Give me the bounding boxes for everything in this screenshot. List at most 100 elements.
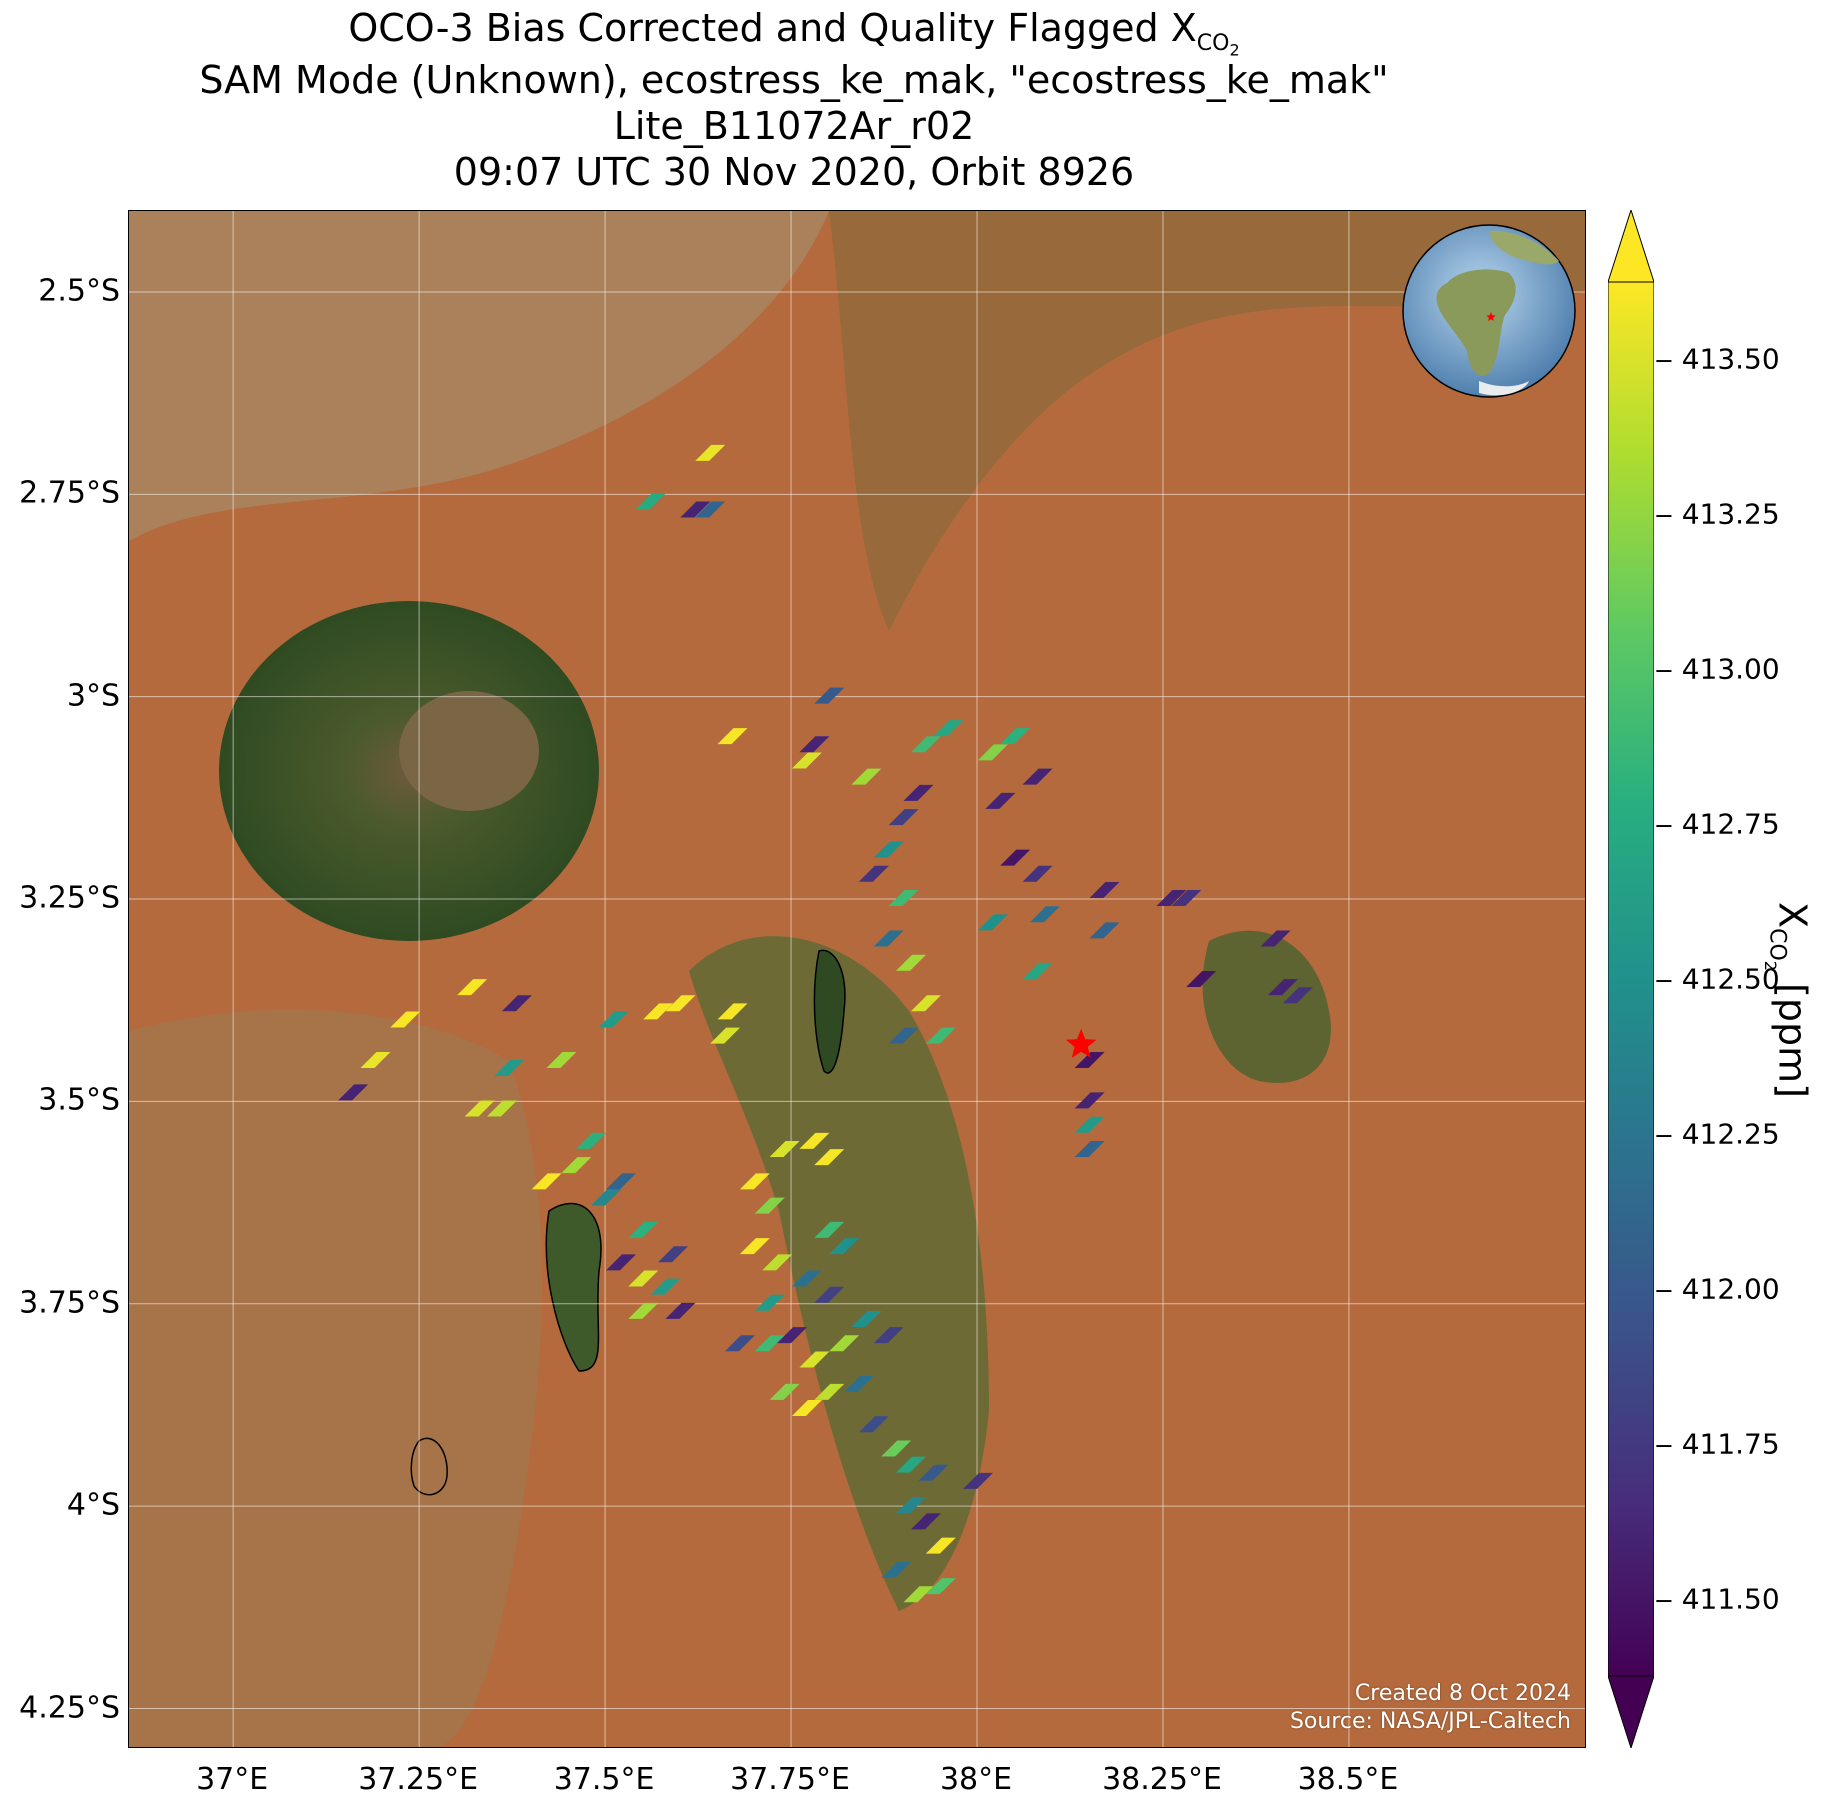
sounding-34 xyxy=(1260,930,1291,947)
sounding-49 xyxy=(464,1100,495,1117)
sounding-10 xyxy=(933,720,964,737)
sounding-40 xyxy=(1074,1116,1105,1133)
colorbar-tick-label: ‒ 411.75 xyxy=(1655,1427,1780,1461)
sounding-76 xyxy=(829,1238,860,1255)
sounding-88 xyxy=(791,1400,822,1417)
sounding-85 xyxy=(851,1310,882,1327)
sounding-47 xyxy=(494,1060,525,1077)
sounding-80 xyxy=(724,1335,755,1352)
xco2-soundings xyxy=(338,444,1313,1603)
chart-title: OCO-3 Bias Corrected and Quality Flagged… xyxy=(348,6,1240,59)
sounding-89 xyxy=(814,1383,845,1400)
colorbar-tick-label: ‒ 411.50 xyxy=(1655,1582,1780,1616)
sounding-8 xyxy=(851,768,882,785)
sounding-35 xyxy=(1186,971,1217,987)
sounding-66 xyxy=(658,1246,689,1263)
y-tick-label: 2.75°S xyxy=(19,475,120,511)
map-panel[interactable]: Created 8 Oct 2024 Source: NASA/JPL-Calt… xyxy=(128,210,1586,1748)
sounding-92 xyxy=(881,1440,912,1457)
lake-jipe xyxy=(545,1202,602,1372)
globe-africa xyxy=(1436,269,1516,376)
sounding-32 xyxy=(1156,890,1187,907)
sounding-53 xyxy=(665,995,696,1012)
sounding-70 xyxy=(769,1140,800,1157)
sounding-65 xyxy=(628,1302,659,1319)
sounding-98 xyxy=(925,1537,956,1554)
x-tick-label: 38.5°E xyxy=(1297,1762,1399,1797)
globe-eurasia xyxy=(1489,230,1559,265)
sounding-24 xyxy=(1022,768,1053,785)
sounding-55 xyxy=(710,1027,741,1044)
sounding-68 xyxy=(739,1173,770,1190)
sounding-43 xyxy=(360,1051,391,1068)
taita-hills xyxy=(1202,930,1331,1083)
sounding-79 xyxy=(754,1294,785,1311)
sounding-57 xyxy=(561,1157,592,1174)
colorbar-tick-label: ‒ 413.25 xyxy=(1655,497,1780,531)
western-plain xyxy=(129,1009,543,1747)
chart-subtitle-product: Lite_B11072Ar_r02 xyxy=(613,104,975,148)
sounding-4 xyxy=(814,687,845,704)
chart-subtitle-mode: SAM Mode (Unknown), ecostress_ke_mak, "e… xyxy=(199,58,1389,102)
sounding-63 xyxy=(628,1270,659,1287)
sounding-18 xyxy=(910,995,941,1012)
sounding-17 xyxy=(896,954,927,971)
x-tick-label: 37.5°E xyxy=(553,1762,655,1797)
credit-source: Source: NASA/JPL-Caltech xyxy=(1289,1709,1571,1734)
sounding-69 xyxy=(754,1197,785,1214)
sounding-61 xyxy=(628,1221,659,1238)
kilimanjaro-summit xyxy=(399,691,539,811)
y-tick-label: 4.25°S xyxy=(19,1690,120,1726)
lake-chala-outline xyxy=(410,1437,448,1496)
sounding-78 xyxy=(814,1286,845,1303)
sounding-54 xyxy=(717,1003,748,1020)
sounding-97 xyxy=(910,1513,941,1530)
sounding-100 xyxy=(903,1586,934,1603)
pare-forest xyxy=(689,936,989,1611)
sounding-21 xyxy=(977,744,1008,761)
sounding-28 xyxy=(1029,906,1060,923)
sounding-60 xyxy=(605,1173,636,1190)
sounding-64 xyxy=(650,1278,681,1295)
sounding-11 xyxy=(903,784,934,801)
map-gridlines xyxy=(129,211,1585,1747)
sounding-48 xyxy=(546,1051,577,1068)
colorbar-extend-min xyxy=(1608,1675,1654,1748)
sounding-20 xyxy=(925,1027,956,1044)
sounding-52 xyxy=(643,1003,674,1020)
sounding-37 xyxy=(1282,987,1313,1004)
colorbar-tick-label: ‒ 412.00 xyxy=(1655,1272,1780,1306)
colorbar-tick-label: ‒ 413.00 xyxy=(1655,652,1780,686)
sounding-74 xyxy=(762,1254,793,1271)
sounding-87 xyxy=(769,1383,800,1400)
colorbar xyxy=(1608,210,1654,1748)
x-tick-label: 38°E xyxy=(939,1762,1013,1797)
sounding-96 xyxy=(896,1497,927,1514)
chart-subtitle-time: 09:07 UTC 30 Nov 2020, Orbit 8926 xyxy=(453,150,1135,194)
sounding-25 xyxy=(1000,849,1031,866)
sounding-44 xyxy=(338,1084,369,1101)
sounding-75 xyxy=(814,1221,845,1238)
sounding-7 xyxy=(799,736,830,753)
globe-location-star xyxy=(1486,312,1496,321)
sounding-46 xyxy=(501,995,532,1012)
sounding-82 xyxy=(777,1327,808,1344)
sounding-86 xyxy=(873,1327,904,1344)
credit-created: Created 8 Oct 2024 xyxy=(1354,1681,1571,1706)
sounding-30 xyxy=(1089,881,1120,898)
sounding-27 xyxy=(977,914,1008,931)
target-marker xyxy=(1065,1028,1097,1058)
globe-antarctica xyxy=(1479,381,1529,396)
sounding-42 xyxy=(390,1011,421,1028)
sounding-0 xyxy=(695,444,726,461)
map-canvas[interactable] xyxy=(129,211,1586,1748)
x-tick-label: 37.75°E xyxy=(730,1762,850,1797)
bare-plain xyxy=(129,211,829,541)
sounding-67 xyxy=(665,1302,696,1319)
reservoir-outline xyxy=(813,949,846,1074)
sounding-56 xyxy=(531,1173,562,1190)
sounding-84 xyxy=(829,1335,860,1352)
sounding-101 xyxy=(881,1561,912,1578)
sounding-22 xyxy=(1000,728,1031,745)
sounding-81 xyxy=(754,1335,785,1352)
